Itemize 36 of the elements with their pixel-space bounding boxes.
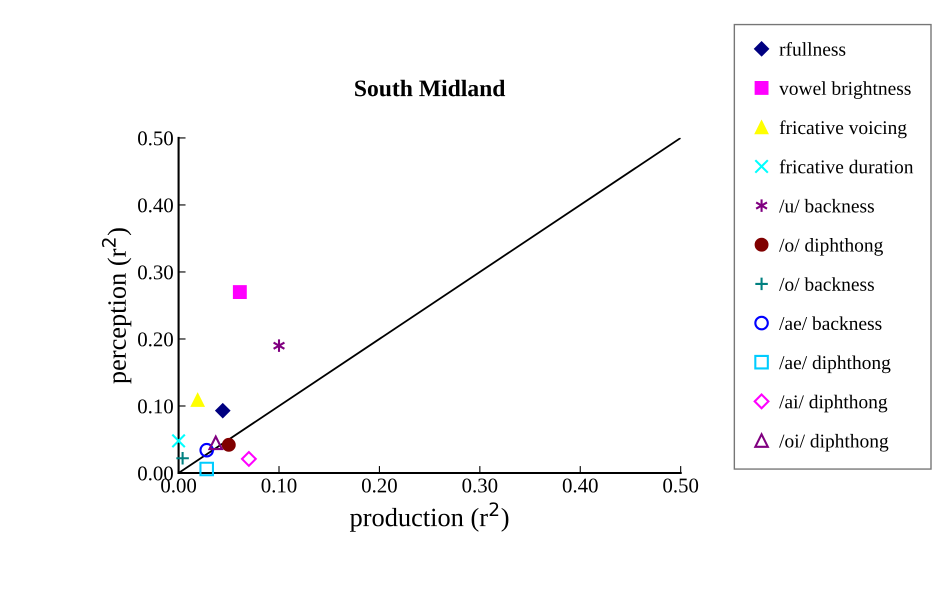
x-tick-label: 0.50 xyxy=(663,478,698,493)
x-tick-label: 0.30 xyxy=(462,478,498,493)
legend-label: /o/ diphthong xyxy=(779,238,883,256)
x-tick-label: 0.00 xyxy=(161,478,196,493)
legend-label: /ai/ diphthong xyxy=(779,394,888,412)
point xyxy=(190,393,205,407)
point xyxy=(208,436,224,450)
x-tick-label: 0.20 xyxy=(362,478,397,493)
legend-label: /ae/ backness xyxy=(779,316,882,330)
legend-label: fricative voicing xyxy=(780,120,907,138)
point xyxy=(175,450,190,466)
point xyxy=(171,434,186,448)
point xyxy=(215,403,230,418)
y-tick-label: 0.50 xyxy=(138,131,173,146)
legend-label: fricative duration xyxy=(780,160,914,174)
legend-label: /ae/ diphthong xyxy=(779,356,890,374)
x-axis-title: production (r$^{2}$) xyxy=(350,502,508,532)
y-axis-title: perception (r$^{2}$) xyxy=(102,228,132,384)
point xyxy=(222,438,236,452)
x-tick-label: 0.40 xyxy=(562,478,598,493)
point xyxy=(199,462,214,476)
y-tick-label: 0.30 xyxy=(138,265,173,280)
y-tick-label: 0.10 xyxy=(138,399,173,414)
legend-label: /o/ backness xyxy=(779,277,874,291)
legend-label: rfullness xyxy=(779,42,846,56)
point xyxy=(199,442,214,458)
x-tick-label: 0.10 xyxy=(262,478,296,493)
y-tick-label: 0.40 xyxy=(138,198,173,212)
point xyxy=(240,451,257,467)
point xyxy=(232,285,247,300)
legend-label: /u/ backness xyxy=(779,198,874,213)
y-tick-label: 0.20 xyxy=(138,332,173,347)
y-tick-label: 0.00 xyxy=(138,466,173,481)
legend-label: vowel brightness xyxy=(779,81,911,99)
chart-title: South Midland xyxy=(355,80,506,96)
legend-label: /oi/ diphthong xyxy=(779,434,888,452)
